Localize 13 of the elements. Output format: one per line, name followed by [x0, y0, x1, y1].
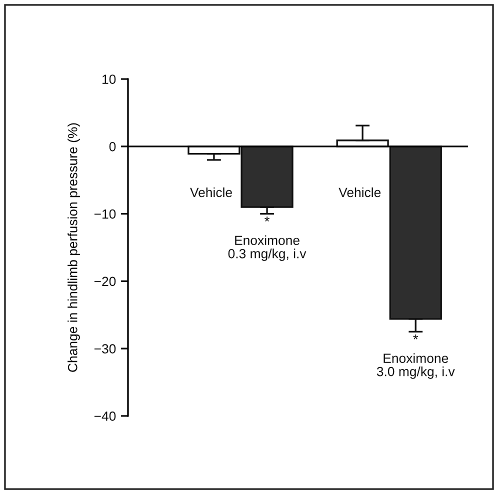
x-tick-label: Enoximone 3.0 mg/kg, i.v	[376, 353, 455, 379]
annotation: *	[413, 334, 418, 340]
y-tick-label: −10	[94, 209, 116, 219]
y-tick-label: 0	[109, 142, 116, 152]
y-tick-label: −20	[94, 276, 116, 286]
annotation: *	[264, 216, 270, 222]
y-tick-label: 10	[102, 74, 116, 84]
y-tick-label: −30	[94, 344, 116, 354]
x-tick-label: Vehicle	[338, 187, 381, 198]
x-tick-label: Vehicle	[190, 187, 232, 198]
y-axis-title: Change in hindlimb perfusion pressure (%)	[68, 123, 80, 372]
y-tick-label: −40	[94, 412, 116, 421]
x-tick-label: Enoximone 0.3 mg/kg, i.v	[228, 235, 306, 261]
